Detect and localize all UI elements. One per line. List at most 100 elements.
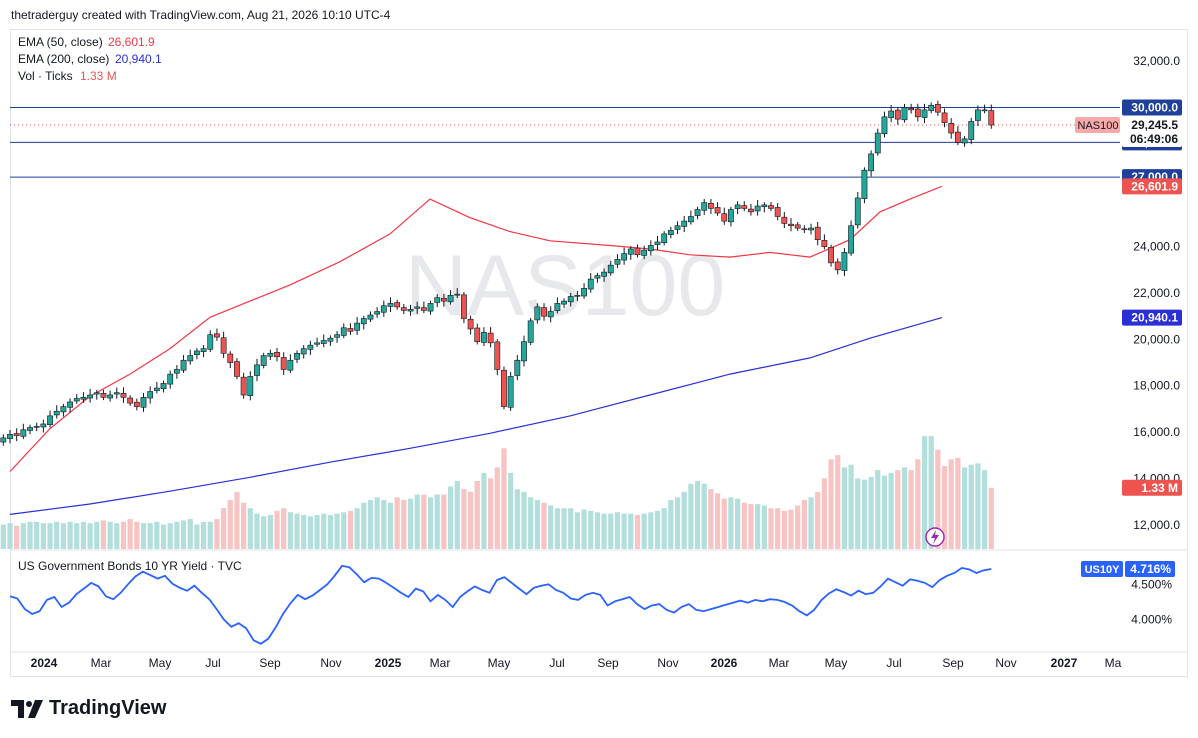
- volume-bar: [868, 476, 874, 549]
- candle-body: [447, 295, 454, 303]
- candle-body: [741, 205, 748, 209]
- candle-body: [948, 123, 955, 134]
- candle-body: [67, 401, 73, 408]
- candle-body: [7, 434, 13, 439]
- candle-body: [607, 264, 614, 274]
- volume-bar: [227, 500, 233, 549]
- candle-body: [140, 397, 147, 408]
- price-tick-label: 12,000.0: [1133, 518, 1180, 532]
- volume-bar: [501, 448, 507, 549]
- candle-body: [27, 427, 33, 431]
- candle-body: [220, 337, 227, 354]
- ema200-line: [9, 317, 943, 515]
- volume-bar: [621, 513, 627, 549]
- volume-bar: [628, 513, 634, 549]
- candle-body: [928, 104, 935, 111]
- volume-bar: [921, 436, 928, 549]
- volume-bar: [848, 464, 854, 549]
- ema200-badge-text: 20,940.1: [1131, 311, 1178, 325]
- volume-bar: [594, 512, 601, 549]
- volume-bar: [701, 483, 707, 549]
- lightning-icon[interactable]: [925, 527, 945, 547]
- volume-bar: [988, 487, 994, 549]
- candle-body: [60, 406, 67, 413]
- volume-bar: [614, 512, 621, 549]
- time-tick-label: Nov: [320, 656, 341, 670]
- volume-bar: [668, 500, 674, 549]
- candle-body: [33, 425, 40, 428]
- time-tick-label: Jul: [549, 656, 564, 670]
- volume-bar: [107, 521, 113, 549]
- candle-body: [53, 410, 60, 416]
- volume-bar: [981, 470, 988, 549]
- candle-body: [814, 226, 821, 240]
- volume-bar: [641, 513, 647, 549]
- candle-body: [961, 138, 968, 144]
- volume-bar: [648, 512, 654, 549]
- candle-body: [901, 107, 908, 121]
- volume-bar: [881, 475, 888, 549]
- volume-bar: [254, 513, 260, 549]
- volume-bar: [120, 521, 127, 549]
- candle-body: [120, 393, 127, 398]
- volume-bar: [788, 509, 794, 549]
- candle-body: [47, 415, 53, 425]
- candle-body: [207, 334, 214, 350]
- time-tick-label: May: [149, 656, 172, 670]
- candle-body: [407, 308, 414, 312]
- candle-body: [794, 224, 801, 229]
- us10y-symbol-badge: [1081, 561, 1123, 578]
- volume-bar: [341, 512, 347, 549]
- candle-body: [521, 341, 527, 362]
- candle-body: [701, 202, 708, 211]
- volume-bar: [160, 524, 167, 549]
- price-tick-label: 32,000.0: [1133, 54, 1180, 68]
- candle-body: [340, 327, 347, 336]
- volume-bars: [0, 436, 994, 549]
- volume-bar: [474, 481, 480, 549]
- volume-bar: [421, 494, 427, 549]
- candle-body: [267, 352, 274, 357]
- volume-bar: [134, 521, 140, 549]
- volume-bar: [441, 494, 447, 549]
- time-tick-label: Mar: [91, 656, 112, 670]
- volume-bar: [748, 504, 754, 549]
- volume-bar: [100, 520, 107, 549]
- candle-body: [73, 398, 80, 402]
- candle-body: [314, 342, 320, 345]
- volume-bar: [447, 486, 454, 549]
- volume-bar: [828, 459, 834, 549]
- time-tick-label: May: [488, 656, 511, 670]
- volume-bar: [187, 519, 193, 549]
- candle-body: [180, 359, 187, 371]
- candle-body: [461, 294, 467, 319]
- time-tick-label: Jul: [205, 656, 220, 670]
- candle-body: [194, 350, 200, 355]
- legend-ema50-label: EMA (50, close): [18, 35, 103, 49]
- time-tick-label: Mar: [430, 656, 451, 670]
- candle-body: [848, 225, 854, 254]
- volume-bar: [354, 508, 360, 549]
- time-tick-label: Mar: [769, 656, 790, 670]
- volume-bar: [608, 513, 614, 549]
- candle-body: [87, 394, 94, 399]
- candle-body: [127, 397, 134, 404]
- candle-body: [748, 208, 754, 213]
- candle-body: [334, 334, 340, 338]
- symbol-badge-label: NAS100: [1078, 120, 1119, 132]
- volume-bar: [768, 508, 774, 549]
- candle-body: [821, 240, 828, 247]
- last-price-badge-text: 29,245.5: [1131, 118, 1178, 132]
- volume-bar: [401, 500, 407, 549]
- volume-bar: [361, 502, 367, 549]
- volume-bar: [307, 516, 313, 549]
- candle-body: [380, 305, 387, 313]
- candle-body: [975, 109, 981, 121]
- volume-bar: [67, 521, 73, 549]
- volume-bar: [581, 509, 587, 549]
- candle-body: [173, 369, 180, 374]
- volume-bar: [367, 500, 374, 549]
- candle-body: [434, 297, 441, 303]
- candle-body: [681, 220, 688, 227]
